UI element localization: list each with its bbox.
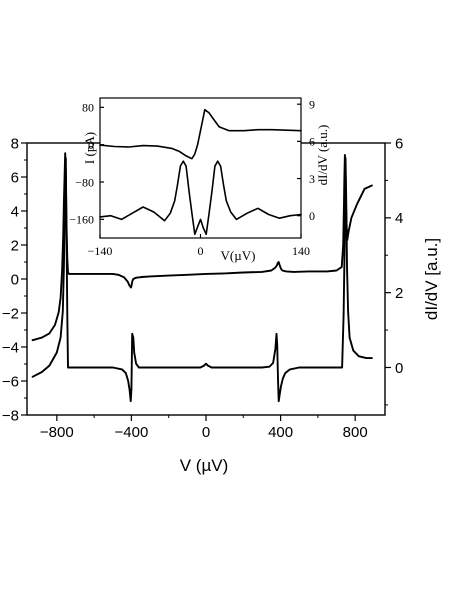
inset-x-tick-label: 140 [292, 244, 310, 258]
main-left-tick-label: −4 [2, 339, 19, 356]
main-right-tick-label: 4 [395, 210, 403, 227]
inset-series-line-I_inset [99, 108, 302, 160]
inset-left-axis: 80 0 −80 −160 [69, 101, 104, 227]
main-x-axis: −800 −400 0 400 800 [40, 415, 368, 441]
main-series-line-dIdV [31, 157, 373, 403]
main-right-tick-label: 2 [395, 285, 403, 302]
main-right-tick-label: 0 [395, 360, 403, 377]
main-x-axis-title: V (µV) [180, 456, 229, 475]
main-left-tick-label: 2 [11, 237, 19, 254]
inset-x-tick-label: −140 [88, 244, 113, 258]
inset-chart: 80 0 −80 −160 9 6 3 0 −140 0 140 V(µV) I (pA) dI… [69, 97, 330, 263]
inset-left-tick-label: 80 [82, 101, 94, 115]
inset-left-tick-label: −80 [75, 175, 94, 189]
main-left-tick-label: −8 [2, 407, 19, 424]
main-x-tick-label: −800 [40, 424, 74, 441]
inset-left-tick-label: −160 [69, 213, 94, 227]
main-left-tick-label: −2 [2, 305, 19, 322]
inset-series-group [99, 108, 302, 236]
main-x-tick-label: 800 [343, 424, 368, 441]
inset-x-tick-label: 0 [198, 244, 204, 258]
inset-left-axis-title: I (pA) [82, 132, 97, 164]
inset-right-tick-label: 6 [309, 135, 315, 149]
inset-right-tick-label: 9 [309, 98, 315, 112]
inset-right-axis: 9 6 3 0 [297, 98, 315, 223]
main-x-tick-label: 400 [268, 424, 293, 441]
inset-left-tick-label: 0 [88, 138, 94, 152]
inset-background [100, 98, 301, 238]
main-x-tick-label: −400 [115, 424, 149, 441]
main-left-tick-label: 4 [11, 203, 19, 220]
inset-right-tick-label: 3 [309, 172, 315, 186]
inset-x-axis-title: V(µV) [221, 248, 256, 263]
main-left-axis: −8 −6 −4 −2 0 2 4 6 8 [2, 135, 27, 424]
main-left-tick-label: −6 [2, 373, 19, 390]
main-right-axis: 0 2 4 6 [385, 135, 403, 406]
main-series-group [31, 152, 373, 403]
main-left-tick-label: 8 [11, 135, 19, 152]
inset-right-axis-title: dI/dV (a.u.) [315, 125, 330, 186]
main-right-tick-label: 6 [395, 135, 403, 152]
main-right-axis-title: dI/dV [a.u.] [422, 238, 441, 320]
main-left-tick-label: 0 [11, 271, 19, 288]
main-left-tick-label: 6 [11, 169, 19, 186]
inset-x-axis: −140 0 140 [88, 234, 310, 258]
inset-right-tick-label: 0 [309, 209, 315, 223]
main-x-tick-label: 0 [202, 424, 210, 441]
inset-series-line-dIdV_inset [99, 160, 302, 236]
